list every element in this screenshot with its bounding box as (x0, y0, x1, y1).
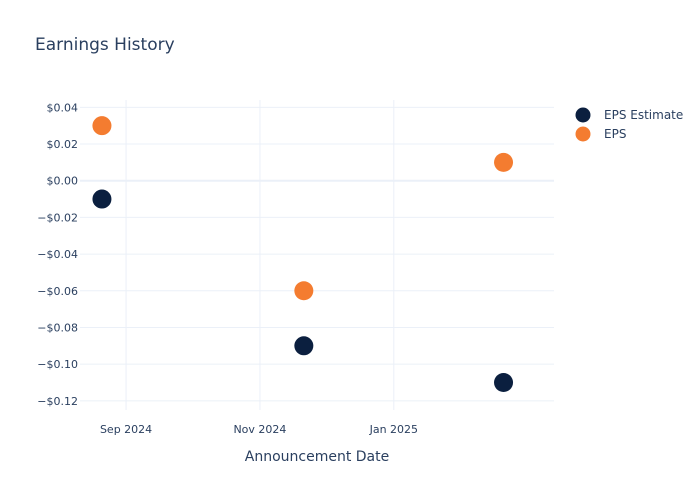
x-tick-label: Jan 2025 (369, 423, 418, 436)
legend-item-eps-estimate[interactable]: EPS Estimate (575, 107, 684, 123)
y-tick-label: $0.04 (47, 101, 79, 114)
eps-marker[interactable] (92, 116, 112, 136)
y-tick-label: −$0.06 (37, 285, 78, 298)
y-tick-label: −$0.04 (37, 248, 78, 261)
legend-marker (575, 107, 591, 123)
y-tick-label: −$0.10 (37, 358, 78, 371)
x-axis-ticks: Sep 2024 Nov 2024 Jan 2025 (100, 423, 418, 436)
chart-title: Earnings History (35, 35, 175, 55)
y-tick-label: −$0.08 (37, 321, 78, 334)
legend[interactable]: EPS Estimate EPS (575, 107, 684, 142)
y-axis-ticks: $0.04 $0.02 $0.00 −$0.02 −$0.04 −$0.06 −$0.08 −… (37, 101, 78, 407)
eps-estimate-marker[interactable] (494, 372, 514, 392)
x-tick-label: Sep 2024 (100, 423, 152, 436)
y-tick-label: −$0.02 (37, 211, 78, 224)
legend-label: EPS Estimate (604, 108, 683, 122)
grid-layer (80, 100, 554, 410)
x-tick-label: Nov 2024 (233, 423, 286, 436)
eps-estimate-marker[interactable] (294, 336, 314, 356)
y-tick-label: $0.02 (47, 138, 79, 151)
x-axis-title: Announcement Date (245, 449, 389, 465)
legend-marker (575, 126, 591, 142)
eps-estimate-marker[interactable] (92, 189, 112, 209)
eps-marker[interactable] (494, 152, 514, 172)
legend-label: EPS (604, 127, 626, 141)
y-tick-label: $0.00 (47, 175, 79, 188)
data-points (92, 116, 514, 392)
y-tick-label: −$0.12 (37, 395, 78, 408)
eps-marker[interactable] (294, 281, 314, 301)
legend-item-eps[interactable]: EPS (575, 126, 627, 142)
